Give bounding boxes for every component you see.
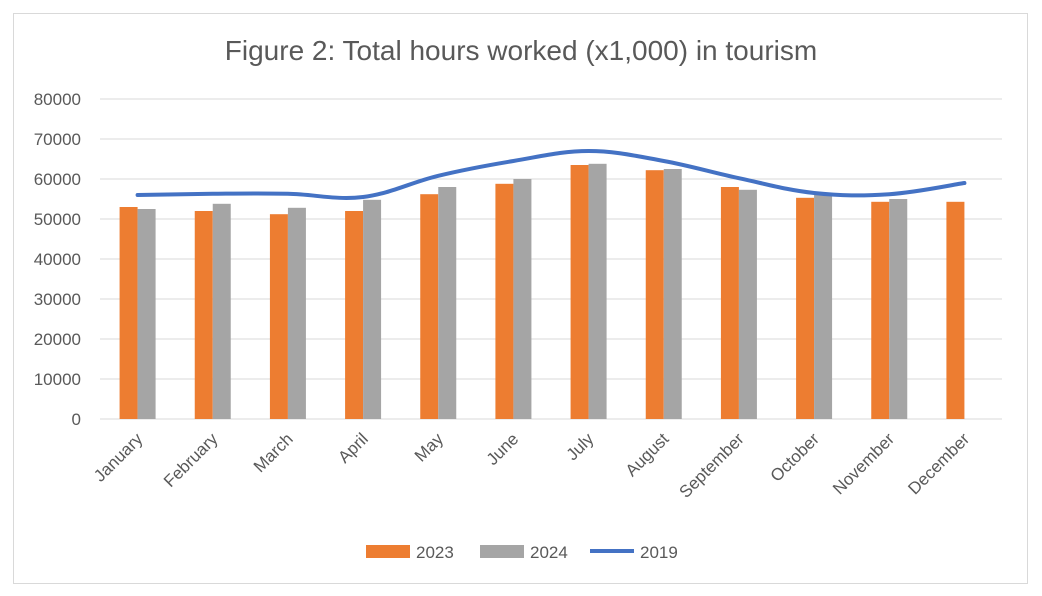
legend-swatch-2024 [480,545,524,558]
bar-2023-february [194,211,213,419]
bar-2024-january [137,209,156,419]
x-tick-label: April [334,429,371,466]
x-tick-label: August [622,429,673,480]
y-tick-label: 60000 [34,170,81,189]
y-tick-label: 80000 [34,90,81,109]
x-tick-label: February [160,429,222,491]
y-tick-label: 50000 [34,210,81,229]
x-axis-ticks: January February March April May June July Augu… [90,429,973,502]
y-tick-label: 10000 [34,370,81,389]
bar-2024-june [513,179,532,419]
chart-title: Figure 2: Total hours worked (x1,000) in… [225,35,817,66]
bar-2023-december [946,201,965,419]
x-tick-label: November [829,429,898,498]
gridlines [100,98,1002,420]
bar-2023-may [420,194,439,419]
y-tick-label: 70000 [34,130,81,149]
bar-2023-april [345,211,364,419]
x-tick-label: January [90,429,147,486]
x-tick-label: October [767,429,823,485]
bar-2024-october [814,193,833,419]
x-tick-label: July [563,429,598,464]
bar-2024-august [663,169,682,419]
line-series [135,149,967,200]
bar-2024-april [363,199,382,419]
bar-2023-october [796,197,815,419]
y-tick-label: 0 [72,410,81,429]
legend-swatch-2023 [366,545,410,558]
bar-2024-july [588,163,607,419]
bars [119,163,965,419]
bar-2023-march [269,214,288,419]
bar-2024-november [889,199,908,419]
legend: 2023 2024 2019 [366,543,678,562]
bar-2024-march [287,207,306,419]
x-tick-label: May [411,429,447,465]
x-tick-label: March [250,429,297,476]
legend-label-2024: 2024 [530,543,568,562]
line-2019 [135,149,967,200]
x-tick-label: September [675,429,747,501]
bar-2023-july [570,165,589,419]
legend-label-2023: 2023 [416,543,454,562]
bar-2023-june [495,183,514,419]
bar-2023-august [645,170,664,419]
y-tick-label: 30000 [34,290,81,309]
bar-2023-january [119,207,138,419]
bar-2024-september [738,189,757,419]
x-tick-label: June [483,429,523,469]
y-tick-label: 20000 [34,330,81,349]
y-tick-label: 40000 [34,250,81,269]
x-tick-label: December [904,429,973,498]
legend-label-2019: 2019 [640,543,678,562]
bar-2023-november [871,201,890,419]
y-axis-ticks: 0 10000 20000 30000 40000 50000 60000 70000 8000… [34,90,81,429]
bar-2023-september [720,187,739,419]
bar-2024-february [212,203,231,419]
bar-2024-may [438,187,457,419]
